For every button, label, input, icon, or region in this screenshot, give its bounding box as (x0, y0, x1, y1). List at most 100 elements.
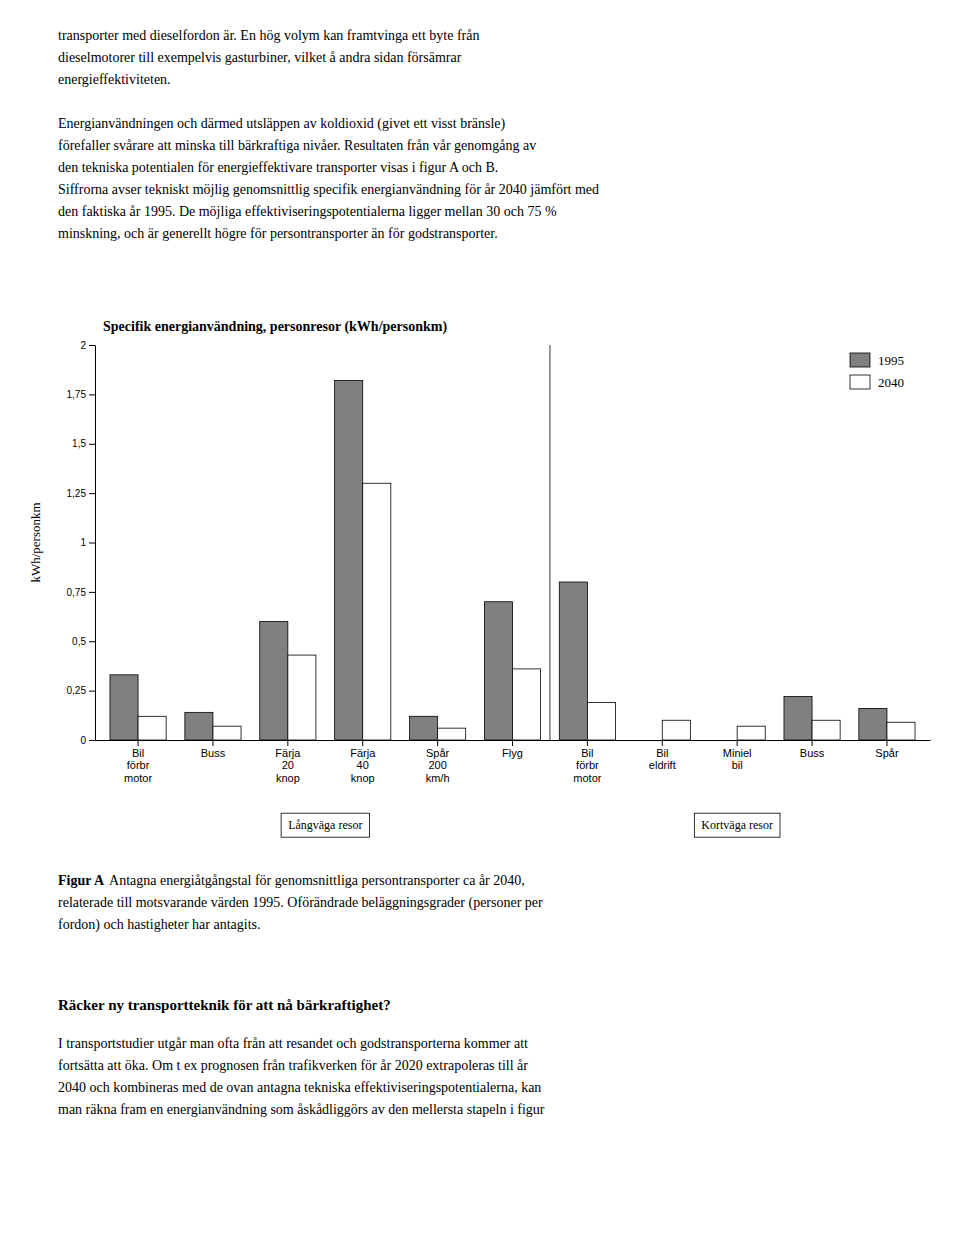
caption-text: Antagna energiåtgångstal för genomsnittl… (109, 873, 525, 888)
tick: Spår (875, 740, 899, 759)
tick-label: Spår (875, 747, 899, 759)
tick: Bilförbrmotor (573, 740, 601, 784)
bar-series (138, 483, 915, 740)
caption-line: Figur A Antagna energiåtgångstal för geno… (58, 873, 525, 888)
tick-label-line: Bil (656, 747, 668, 759)
tick-label-line: Buss (800, 747, 825, 759)
bar (260, 622, 288, 741)
paragraph-line: Energianvändningen och därmed utsläppen … (58, 116, 506, 132)
tick: Bilförbrmotor (124, 740, 152, 784)
legend-swatch (850, 375, 870, 389)
tick: Buss (201, 740, 226, 759)
bar (887, 722, 915, 740)
tick-label-line: Bil (132, 747, 144, 759)
tick-label-line: motor (124, 772, 152, 784)
paragraph-line: den faktiska år 1995. De möjliga effekti… (58, 204, 557, 219)
tick: 2 (80, 340, 95, 351)
paragraph-line: energieffektiviteten. (58, 72, 171, 87)
tick-label: Bileldrift (649, 747, 676, 772)
tick-label: 1 (80, 537, 86, 548)
tick-mark (89, 444, 95, 445)
section-heading: Räcker ny transportteknik för att nå bär… (58, 997, 391, 1013)
bar (513, 669, 541, 740)
tick-label: 1,5 (72, 438, 86, 449)
legend-entry: 2040 (850, 375, 904, 390)
bar (410, 716, 438, 740)
tick: 1,25 (67, 488, 95, 499)
bar (185, 712, 213, 740)
tick-mark (89, 543, 95, 544)
tick-label: Färja40knop (350, 747, 376, 784)
caption-line: fordon) och hastigheter har antagits. (58, 917, 261, 933)
tick-mark (89, 345, 95, 346)
tick-label-line: Buss (201, 747, 226, 759)
paragraph-line: transporter med dieselfordon är. En hög … (58, 28, 479, 43)
tick-label: 1,75 (67, 389, 87, 400)
group-label-text: Kortväga resor (701, 818, 773, 832)
tick-mark (89, 394, 95, 395)
y-axis: 00,250,50,7511,251,51,752 (67, 340, 96, 746)
tick: Bileldrift (649, 740, 676, 771)
legend-entry: 1995 (850, 353, 904, 368)
x-axis: Bilförbrmotor Buss Färja20knop Färja40knop S… (96, 740, 931, 784)
bar (484, 602, 512, 740)
tick-mark (812, 740, 813, 746)
bar (737, 726, 765, 740)
tick-mark (212, 740, 213, 746)
tick: Minielbil (723, 740, 752, 771)
caption-label: Figur A (58, 873, 105, 888)
bar (784, 697, 812, 740)
tick-mark (512, 740, 513, 746)
bar (662, 720, 690, 740)
group-label-box (694, 813, 780, 837)
chart-title: Specifik energianvändning, personresor (… (103, 319, 447, 335)
tick: Spår200km/h (426, 740, 450, 784)
caption-line: relaterade till motsvarande värden 1995.… (58, 895, 543, 911)
axis-line (89, 346, 96, 741)
tick-mark (886, 740, 887, 746)
tick: 1,75 (67, 389, 95, 400)
tick-label-line: motor (573, 772, 601, 784)
tick-mark (138, 740, 139, 746)
paragraph-line: fortsätta att öka. Om t ex prognosen frå… (58, 1058, 528, 1073)
legend-label: 2040 (878, 375, 904, 390)
tick-label-line: knop (276, 772, 300, 784)
bar (363, 483, 391, 740)
tick-mark (89, 641, 95, 642)
paragraph-line: den tekniska potentialen för energieffek… (58, 160, 498, 175)
tick-label: Bilförbrmotor (124, 747, 152, 784)
group-label: Kortväga resor (694, 813, 780, 837)
tick: 0 (80, 735, 95, 746)
tick-label-line: bil (732, 759, 743, 771)
tick-label-line: 40 (357, 759, 369, 771)
paragraph-line: dieselmotorer till exempelvis gasturbine… (58, 50, 462, 65)
tick-mark (362, 740, 363, 746)
tick-label: Färja20knop (275, 747, 301, 784)
paragraph-line: Siffrorna avser tekniskt möjlig genomsni… (58, 182, 599, 197)
tick-label-line: Flyg (502, 747, 523, 759)
tick: Buss (800, 740, 825, 759)
tick-label-line: Spår (426, 747, 450, 759)
tick-label-line: km/h (426, 772, 450, 784)
tick-mark (89, 493, 95, 494)
tick-mark (737, 740, 738, 746)
tick-label-line: 200 (428, 759, 446, 771)
tick-mark (662, 740, 663, 746)
tick: 0,5 (72, 636, 95, 647)
tick: 0,25 (67, 685, 95, 696)
paragraph-line: minskning, och är generellt högre för pe… (58, 226, 498, 241)
bars (110, 381, 915, 740)
tick-label: Buss (201, 747, 226, 759)
tick: Färja20knop (275, 740, 301, 784)
tick: 1,5 (72, 438, 95, 449)
tick-label: Minielbil (723, 747, 752, 772)
group-label-box (281, 813, 369, 837)
bar (812, 720, 840, 740)
tick-label: 0,5 (72, 636, 86, 647)
bar (288, 655, 316, 740)
bar (709, 740, 737, 741)
tick-mark (89, 592, 95, 593)
bar-series (110, 381, 887, 740)
tick-label-line: eldrift (649, 759, 676, 771)
tick-label: Buss (800, 747, 825, 759)
